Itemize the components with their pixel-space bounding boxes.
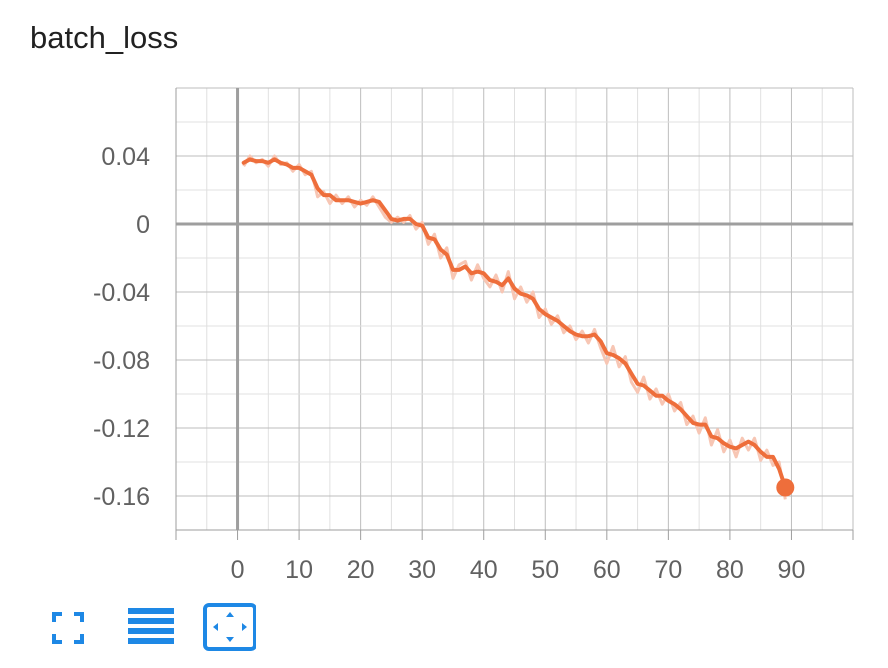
series-line [241, 157, 788, 490]
y-tick-label: -0.08 [93, 347, 150, 375]
y-tick-label: 0.04 [101, 143, 150, 171]
x-tick-label: 60 [593, 556, 621, 584]
fit-domain-button[interactable] [200, 600, 256, 656]
chart-title: batch_loss [30, 20, 179, 55]
y-tick-label: -0.16 [93, 483, 150, 511]
x-tick-label: 30 [408, 556, 436, 584]
x-tick-label: 20 [347, 556, 375, 584]
last-point-marker [776, 478, 795, 497]
x-tick-label: 10 [285, 556, 313, 584]
axes [175, 88, 854, 540]
fullscreen-button[interactable] [40, 600, 96, 656]
log-scale-button[interactable] [120, 600, 176, 656]
x-tick-label: 80 [716, 556, 744, 584]
series-layer [241, 157, 795, 497]
y-tick-label: -0.04 [93, 279, 150, 307]
x-tick-label: 0 [231, 556, 245, 584]
y-tick-label: -0.12 [93, 415, 150, 443]
y-tick-labels: 0.04 0 -0.04 -0.08 -0.12 -0.16 [93, 143, 150, 511]
y-tick-label: 0 [136, 211, 150, 239]
fit-domain-icon [203, 603, 256, 651]
fullscreen-icon [52, 612, 84, 644]
log-scale-icon [128, 608, 174, 644]
chart-toolbar [40, 600, 280, 656]
x-tick-label: 40 [470, 556, 498, 584]
x-tick-label: 70 [654, 556, 682, 584]
x-tick-labels: 0 10 20 30 40 50 60 70 80 90 [231, 556, 806, 584]
grid [175, 87, 854, 531]
x-tick-label: 50 [531, 556, 559, 584]
x-tick-label: 90 [778, 556, 806, 584]
line-chart: 0.04 0 -0.04 -0.08 -0.12 -0.16 0 10 20 30 40 50 60 7… [93, 87, 854, 584]
